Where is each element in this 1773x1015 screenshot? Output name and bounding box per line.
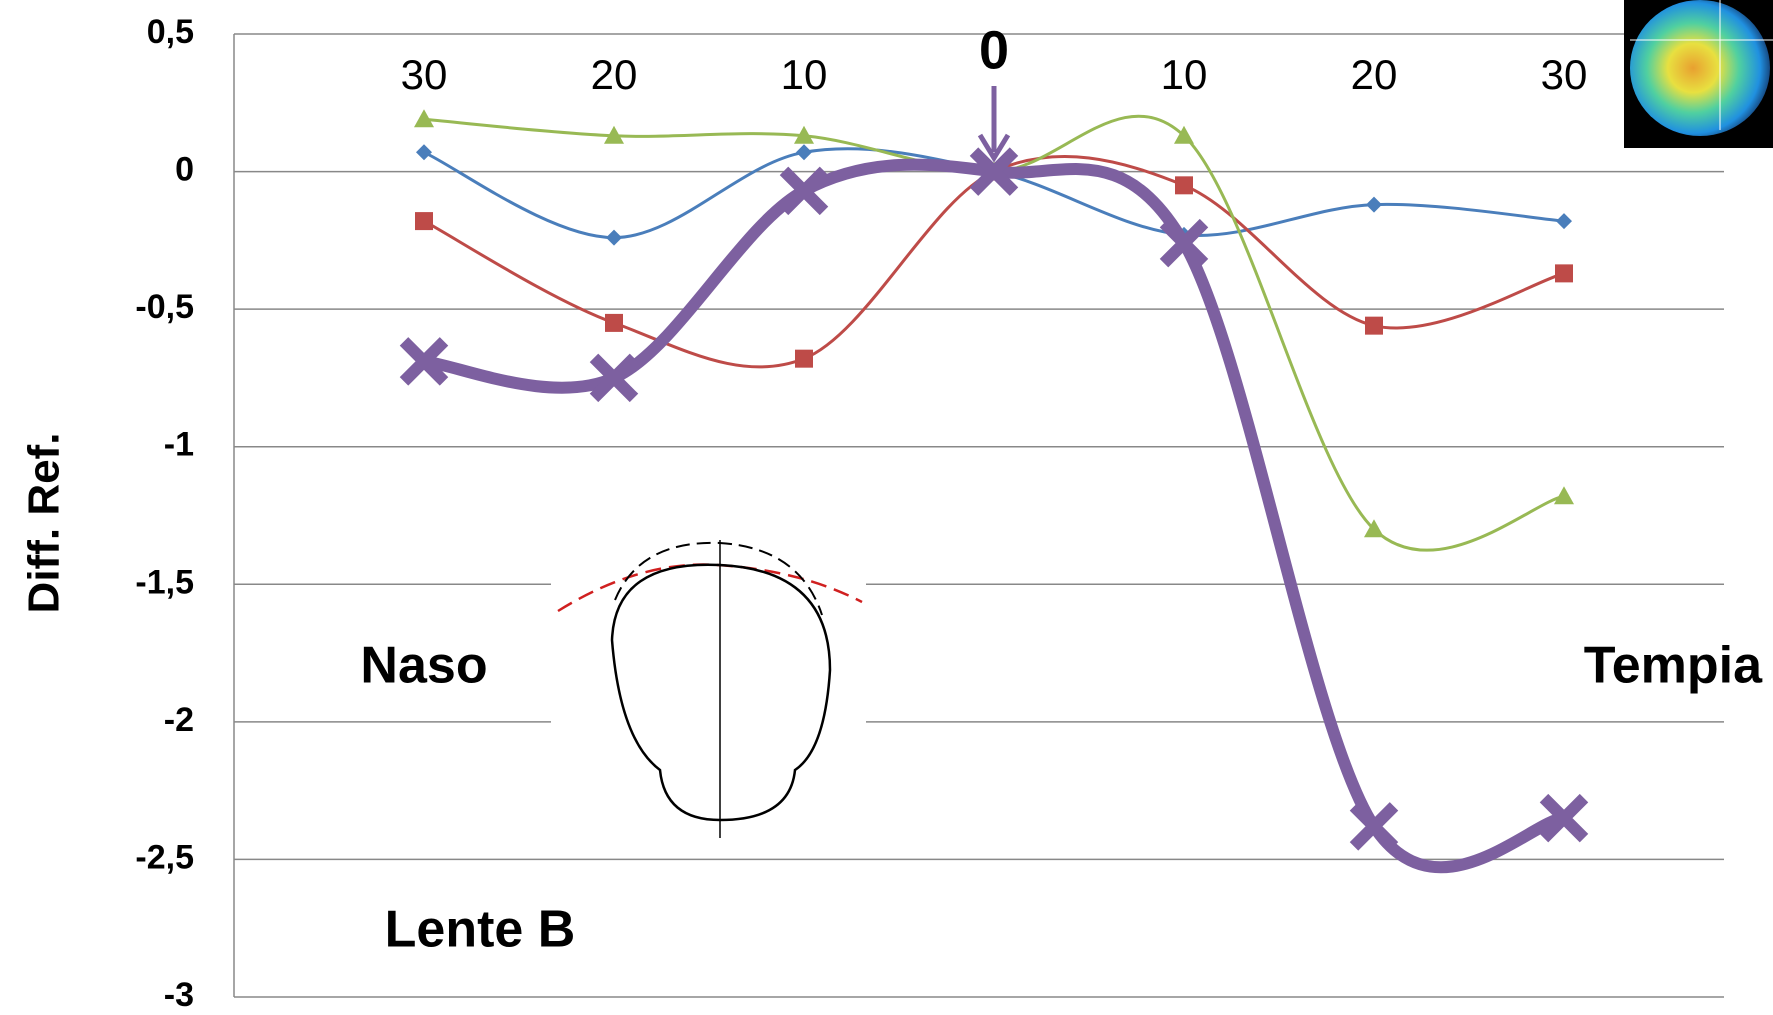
y-tick-label: 0	[175, 151, 194, 189]
marker	[605, 314, 623, 332]
marker	[416, 144, 432, 160]
x-tick-label: 30	[1541, 51, 1588, 98]
annotation-lens: Lente B	[385, 901, 576, 959]
annotation-naso: Naso	[360, 637, 487, 695]
eye-diagram	[551, 531, 866, 842]
chart: Diff. Ref. Naso Tempia Lente B -3 -2,5 -2 -…	[0, 0, 1773, 1015]
y-tick-label: -3	[164, 976, 194, 1014]
x-tick-label: 10	[781, 51, 828, 98]
y-tick-label: 0,5	[147, 13, 194, 51]
marker	[1175, 176, 1193, 194]
marker	[1556, 213, 1572, 229]
marker	[1555, 264, 1573, 282]
y-axis-label: Diff. Ref.	[20, 433, 69, 614]
y-tick-label: -1	[164, 426, 194, 464]
marker	[1366, 197, 1382, 213]
colormap-inset	[1624, 0, 1773, 148]
marker	[415, 212, 433, 230]
marker	[414, 109, 434, 127]
annotation-tempia: Tempia	[1584, 637, 1763, 695]
marker	[606, 230, 622, 246]
marker	[795, 350, 813, 368]
y-tick-label: -2	[164, 701, 194, 739]
marker	[1554, 486, 1574, 504]
x-tick-label: 20	[1351, 51, 1398, 98]
marker	[1365, 317, 1383, 335]
y-tick-label: -0,5	[135, 288, 194, 326]
y-tick-label: -2,5	[135, 838, 194, 876]
x-tick-label: 10	[1161, 51, 1208, 98]
x-tick-label: 20	[591, 51, 638, 98]
x-tick-label: 30	[401, 51, 448, 98]
series-line	[424, 116, 1564, 550]
center-arrow	[980, 86, 1008, 158]
x-tick-label: 0	[979, 20, 1009, 80]
y-tick-label: -1,5	[135, 563, 194, 601]
marker	[784, 171, 824, 211]
series-line	[424, 156, 1564, 367]
marker	[796, 144, 812, 160]
marker	[1354, 806, 1394, 846]
